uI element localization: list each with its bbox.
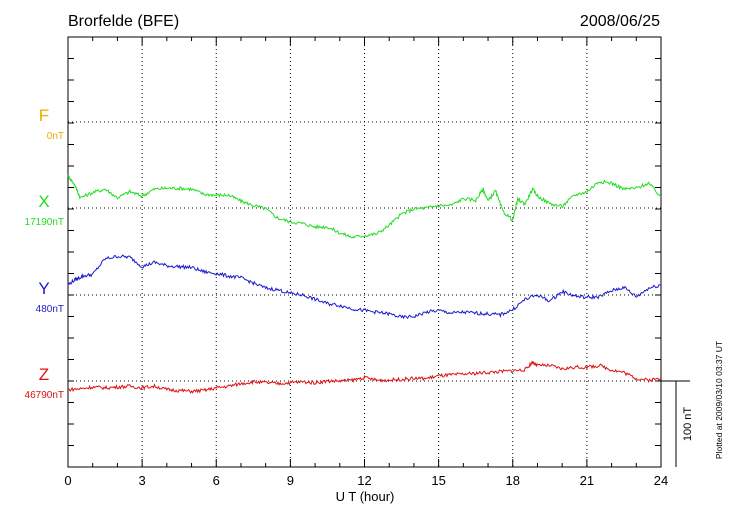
series-name-f: F <box>39 106 49 125</box>
axes-layer: 0 3 6 9 12 15 18 21 24 <box>64 36 668 488</box>
x-tick-label: 6 <box>213 473 220 488</box>
x-tick-label: 21 <box>580 473 594 488</box>
series-name-z: Z <box>39 365 49 384</box>
x-tick-label: 9 <box>287 473 294 488</box>
series-labels: F 0nT X 17190nT Y 480nT Z 46790nT <box>25 106 64 401</box>
series-baseline-z: 46790nT <box>25 390 64 401</box>
x-tick-label: 3 <box>139 473 146 488</box>
grid-layer <box>68 37 661 467</box>
x-tick-label: 12 <box>357 473 371 488</box>
x-axis-label: U T (hour) <box>336 489 395 504</box>
series-name-y: Y <box>38 279 49 298</box>
plotted-at-note: Plotted at 2009/03/10 03:37 UT <box>714 341 724 459</box>
series-name-x: X <box>38 192 49 211</box>
x-tick-label: 18 <box>506 473 520 488</box>
series-layer <box>67 173 662 394</box>
series-baseline-f: 0nT <box>47 131 64 142</box>
series-line-x <box>67 173 662 239</box>
series-line-y <box>67 254 662 320</box>
x-tick-label: 15 <box>431 473 445 488</box>
x-tick-label: 24 <box>654 473 668 488</box>
series-line-z <box>67 360 662 394</box>
series-baseline-x: 17190nT <box>25 217 64 228</box>
x-tick-label: 0 <box>64 473 71 488</box>
scale-bar-label: 100 nT <box>682 407 694 442</box>
date-label: 2008/06/25 <box>580 13 660 30</box>
scale-bar: 100 nT <box>661 380 694 467</box>
series-baseline-y: 480nT <box>36 304 64 315</box>
station-title: Brorfelde (BFE) <box>68 13 179 30</box>
